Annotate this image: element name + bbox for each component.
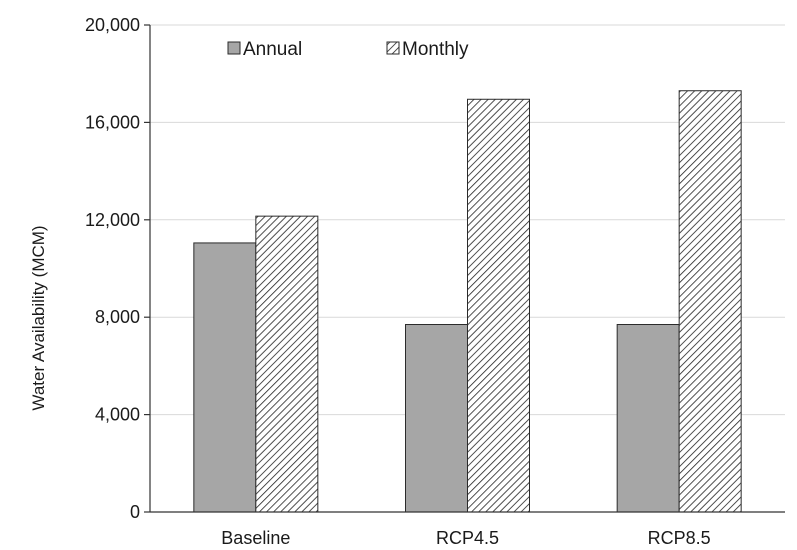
y-tick-label: 4,000 — [95, 405, 140, 425]
y-tick-label: 8,000 — [95, 307, 140, 327]
y-tick-label: 0 — [130, 502, 140, 522]
y-tick-label: 20,000 — [85, 15, 140, 35]
y-axis-title: Water Availability (MCM) — [29, 225, 48, 410]
bars — [193, 90, 742, 513]
legend-label-annual: Annual — [243, 39, 302, 60]
x-category-labels: Baseline RCP4.5 RCP8.5 — [221, 528, 710, 548]
x-category-label: Baseline — [221, 528, 290, 548]
bar-monthly-rcp85 — [678, 90, 742, 513]
legend-label-monthly: Monthly — [402, 39, 469, 60]
legend-swatch-annual — [227, 41, 241, 55]
axes — [149, 25, 785, 513]
bar-monthly-baseline — [255, 215, 319, 513]
bar-monthly-rcp45 — [467, 98, 530, 513]
y-tick-label: 12,000 — [85, 210, 140, 230]
bar-annual-baseline — [193, 242, 257, 513]
bar-annual-rcp45 — [405, 324, 468, 513]
bar-annual-rcp85 — [616, 324, 680, 513]
legend-swatch-monthly — [386, 41, 400, 55]
legend: Annual Monthly — [227, 39, 469, 60]
y-tick-labels: 0 4,000 8,000 12,000 16,000 20,000 — [85, 15, 150, 522]
x-category-label: RCP8.5 — [648, 528, 711, 548]
y-tick-label: 16,000 — [85, 112, 140, 132]
x-category-label: RCP4.5 — [436, 528, 499, 548]
